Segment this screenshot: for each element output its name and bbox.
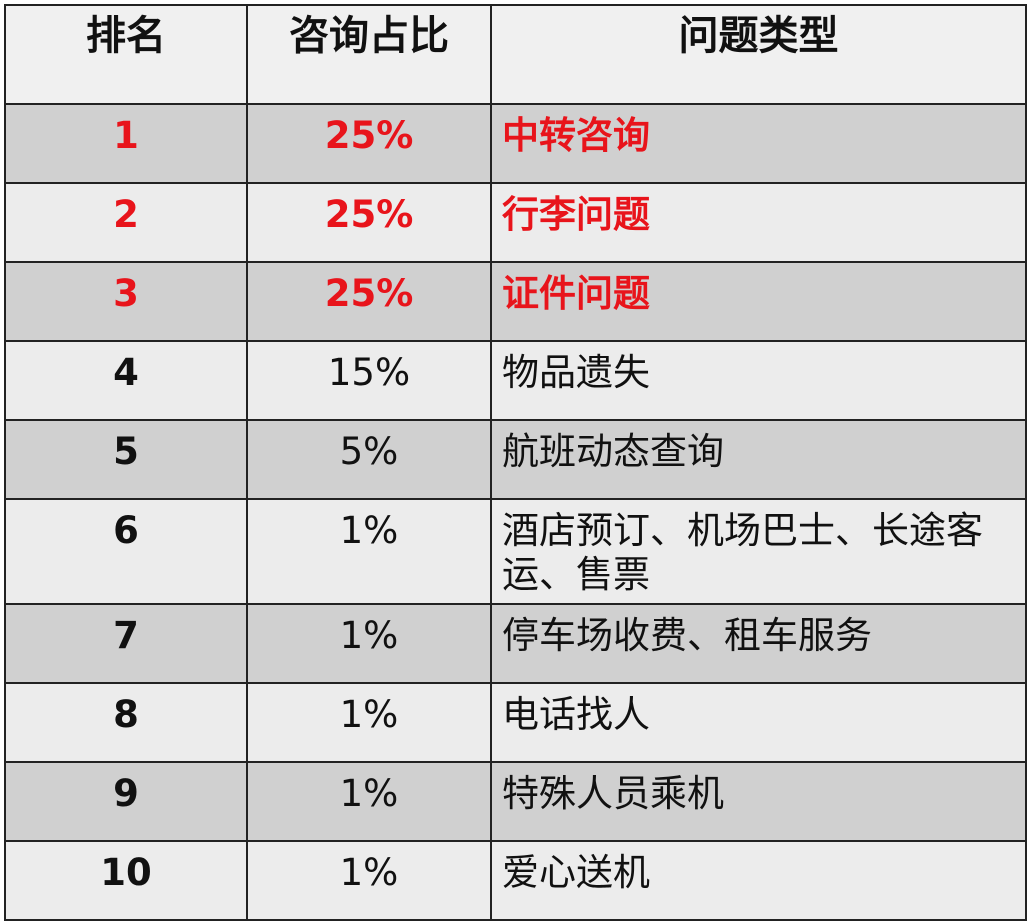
type-cell: 证件问题 xyxy=(490,261,1027,342)
rank-cell: 1 xyxy=(4,103,248,184)
rank-cell: 5 xyxy=(4,419,248,500)
rank-cell: 10 xyxy=(4,840,248,921)
table-row: 9 1% 特殊人员乘机 xyxy=(4,761,1027,842)
type-cell: 爱心送机 xyxy=(490,840,1027,921)
type-cell: 航班动态查询 xyxy=(490,419,1027,500)
consultation-ranking-table: 排名 咨询占比 问题类型 1 25% 中转咨询 2 25% 行李问题 3 25%… xyxy=(4,4,1027,921)
share-cell: 1% xyxy=(246,682,492,763)
share-cell: 15% xyxy=(246,340,492,421)
type-cell: 行李问题 xyxy=(490,182,1027,263)
type-cell: 物品遗失 xyxy=(490,340,1027,421)
table-row: 1 25% 中转咨询 xyxy=(4,103,1027,184)
header-rank: 排名 xyxy=(4,4,248,105)
rank-cell: 7 xyxy=(4,603,248,684)
header-share: 咨询占比 xyxy=(246,4,492,105)
share-cell: 1% xyxy=(246,498,492,605)
header-row: 排名 咨询占比 问题类型 xyxy=(4,4,1027,105)
type-cell: 酒店预订、机场巴士、长途客运、售票 xyxy=(490,498,1027,605)
table-row: 8 1% 电话找人 xyxy=(4,682,1027,763)
type-cell: 特殊人员乘机 xyxy=(490,761,1027,842)
share-cell: 5% xyxy=(246,419,492,500)
rank-cell: 2 xyxy=(4,182,248,263)
rank-cell: 3 xyxy=(4,261,248,342)
type-cell: 电话找人 xyxy=(490,682,1027,763)
rank-cell: 6 xyxy=(4,498,248,605)
share-cell: 1% xyxy=(246,840,492,921)
share-cell: 25% xyxy=(246,261,492,342)
table-row: 6 1% 酒店预订、机场巴士、长途客运、售票 xyxy=(4,498,1027,605)
type-cell: 中转咨询 xyxy=(490,103,1027,184)
share-cell: 25% xyxy=(246,182,492,263)
share-cell: 25% xyxy=(246,103,492,184)
table-row: 4 15% 物品遗失 xyxy=(4,340,1027,421)
table-row: 2 25% 行李问题 xyxy=(4,182,1027,263)
share-cell: 1% xyxy=(246,603,492,684)
rank-cell: 9 xyxy=(4,761,248,842)
table-row: 3 25% 证件问题 xyxy=(4,261,1027,342)
share-cell: 1% xyxy=(246,761,492,842)
table-row: 7 1% 停车场收费、租车服务 xyxy=(4,603,1027,684)
table-row: 5 5% 航班动态查询 xyxy=(4,419,1027,500)
type-cell: 停车场收费、租车服务 xyxy=(490,603,1027,684)
rank-cell: 8 xyxy=(4,682,248,763)
header-type: 问题类型 xyxy=(490,4,1027,105)
table-row: 10 1% 爱心送机 xyxy=(4,840,1027,921)
rank-cell: 4 xyxy=(4,340,248,421)
